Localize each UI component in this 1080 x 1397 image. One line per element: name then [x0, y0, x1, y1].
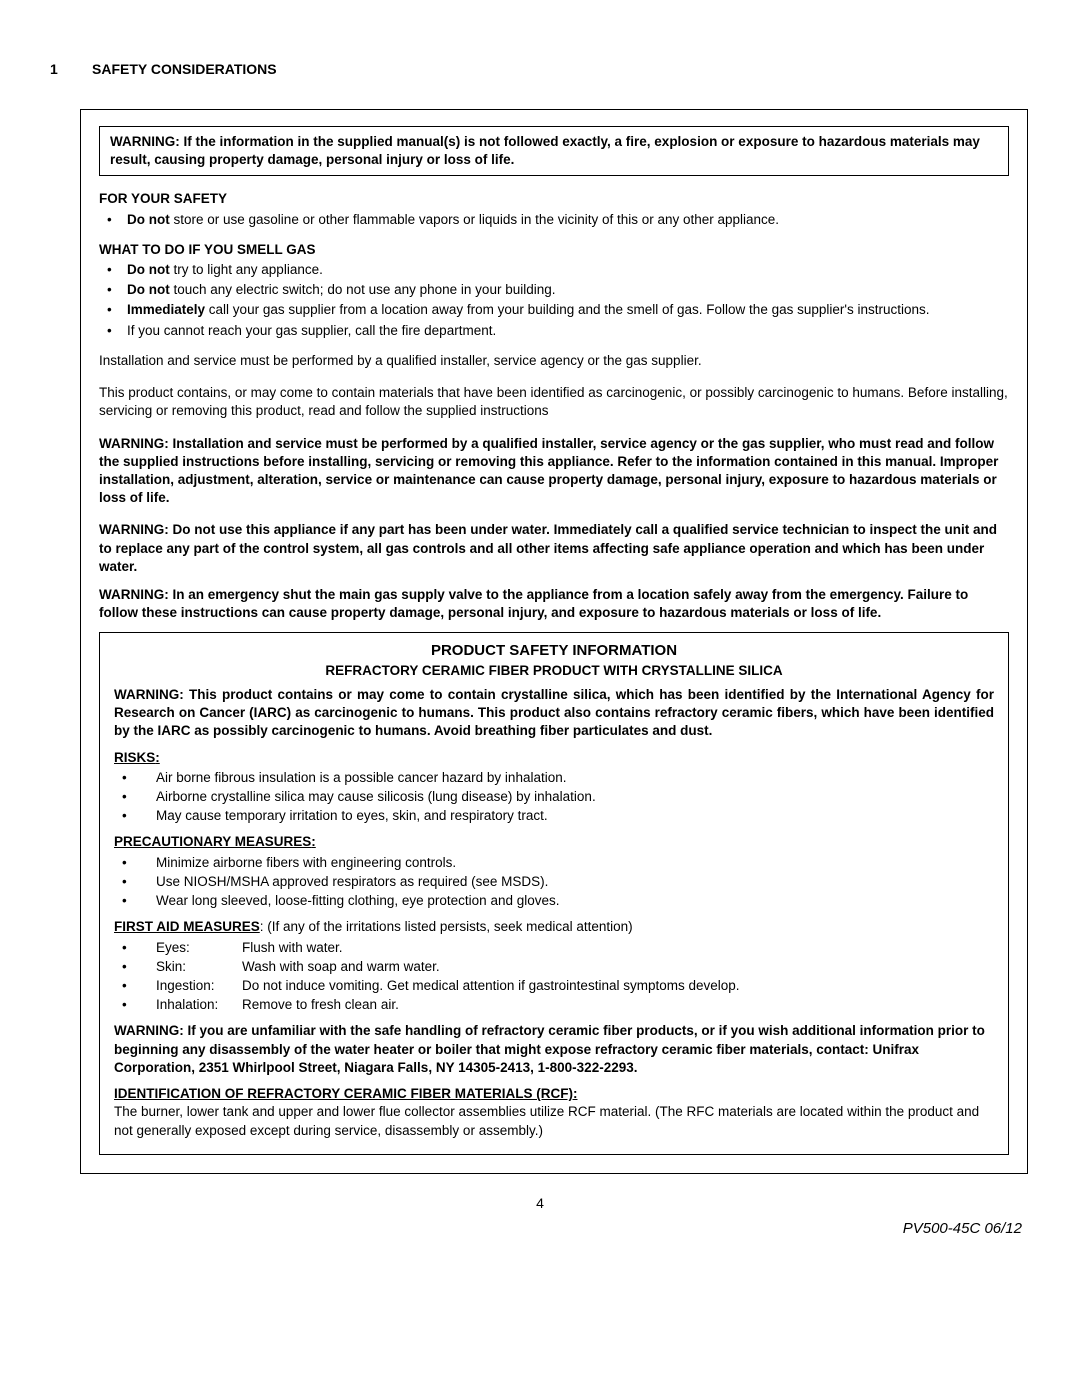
list-item: Airborne crystalline silica may cause si…	[114, 788, 994, 806]
list-item: Do not try to light any appliance.	[99, 261, 1009, 279]
fa-text: Remove to fresh clean air.	[242, 996, 399, 1014]
list-item: Air borne fibrous insulation is a possib…	[114, 769, 994, 787]
fa-label: Ingestion:	[156, 977, 242, 995]
rest: store or use gasoline or other flammable…	[170, 212, 779, 227]
rcf-id-heading: IDENTIFICATION OF REFRACTORY CERAMIC FIB…	[114, 1085, 994, 1103]
install-paragraph: Installation and service must be perform…	[99, 352, 1009, 370]
warning-water: WARNING: Do not use this appliance if an…	[99, 521, 1009, 576]
list-item: Do not touch any electric switch; do not…	[99, 281, 1009, 299]
precautions-heading-text: PRECAUTIONARY MEASURES	[114, 834, 311, 849]
product-title: PRODUCT SAFETY INFORMATION	[114, 641, 994, 661]
first-aid-list: Eyes:Flush with water. Skin:Wash with so…	[114, 939, 994, 1015]
page-number: 4	[50, 1194, 1030, 1213]
section-title: SAFETY CONSIDERATIONS	[92, 60, 277, 79]
lead: Do not	[127, 282, 170, 297]
list-item: Immediately call your gas supplier from …	[99, 301, 1009, 319]
fa-text: Flush with water.	[242, 939, 343, 957]
precautions-heading: PRECAUTIONARY MEASURES:	[114, 833, 994, 851]
precautions-list: Minimize airborne fibers with engineerin…	[114, 854, 994, 911]
list-item: If you cannot reach your gas supplier, c…	[99, 322, 1009, 340]
fa-text: Do not induce vomiting. Get medical atte…	[242, 977, 740, 995]
list-item: Inhalation:Remove to fresh clean air.	[114, 996, 994, 1014]
lead: Do not	[127, 262, 170, 277]
fa-label: Inhalation:	[156, 996, 242, 1014]
risks-heading-text: RISKS	[114, 750, 155, 765]
first-aid-heading: FIRST AID MEASURES	[114, 919, 260, 934]
list-item: Eyes:Flush with water.	[114, 939, 994, 957]
rest: touch any electric switch; do not use an…	[170, 282, 556, 297]
first-aid-heading-line: FIRST AID MEASURES: (If any of the irrit…	[114, 918, 994, 936]
first-aid-note: : (If any of the irritations listed pers…	[260, 919, 633, 934]
smell-gas-list: Do not try to light any appliance. Do no…	[99, 261, 1009, 340]
product-safety-box: PRODUCT SAFETY INFORMATION REFRACTORY CE…	[99, 632, 1009, 1154]
list-item: Skin:Wash with soap and warm water.	[114, 958, 994, 976]
risks-list: Air borne fibrous insulation is a possib…	[114, 769, 994, 826]
top-warning-box: WARNING: If the information in the suppl…	[99, 126, 1009, 176]
for-your-safety-list: Do not store or use gasoline or other fl…	[99, 211, 1009, 229]
warning-emergency: WARNING: In an emergency shut the main g…	[99, 586, 1009, 622]
list-item: Use NIOSH/MSHA approved respirators as r…	[114, 873, 994, 891]
list-item: Wear long sleeved, loose-fitting clothin…	[114, 892, 994, 910]
rest: try to light any appliance.	[170, 262, 323, 277]
for-your-safety-heading: FOR YOUR SAFETY	[99, 190, 1009, 208]
rest: If you cannot reach your gas supplier, c…	[127, 323, 496, 338]
smell-gas-heading: WHAT TO DO IF YOU SMELL GAS	[99, 241, 1009, 259]
risks-heading: RISKS:	[114, 749, 994, 767]
section-heading: 1 SAFETY CONSIDERATIONS	[50, 60, 1030, 79]
safety-outer-box: WARNING: If the information in the suppl…	[80, 109, 1028, 1174]
lead: Do not	[127, 212, 170, 227]
list-item: May cause temporary irritation to eyes, …	[114, 807, 994, 825]
section-number: 1	[50, 60, 92, 79]
product-warning: WARNING: This product contains or may co…	[114, 686, 994, 741]
rcf-id-text: The burner, lower tank and upper and low…	[114, 1103, 994, 1139]
fa-text: Wash with soap and warm water.	[242, 958, 440, 976]
list-item: Ingestion:Do not induce vomiting. Get me…	[114, 977, 994, 995]
rest: call your gas supplier from a location a…	[205, 302, 929, 317]
carcinogen-paragraph: This product contains, or may come to co…	[99, 384, 1009, 420]
product-subtitle: REFRACTORY CERAMIC FIBER PRODUCT WITH CR…	[114, 662, 994, 680]
footer-doc-id: PV500-45C 06/12	[50, 1219, 1030, 1239]
warning-install: WARNING: Installation and service must b…	[99, 435, 1009, 508]
list-item: Do not store or use gasoline or other fl…	[99, 211, 1009, 229]
fa-label: Eyes:	[156, 939, 242, 957]
lead: Immediately	[127, 302, 205, 317]
fa-label: Skin:	[156, 958, 242, 976]
warning-contact: WARNING: If you are unfamiliar with the …	[114, 1022, 994, 1077]
list-item: Minimize airborne fibers with engineerin…	[114, 854, 994, 872]
